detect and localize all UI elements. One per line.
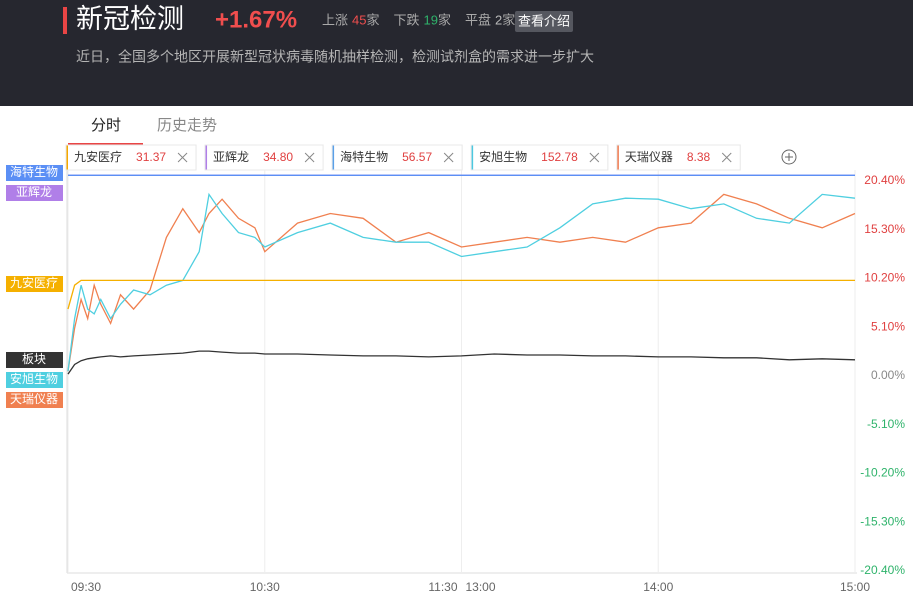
add-button[interactable] <box>781 149 797 165</box>
title: 新冠检测 <box>76 4 184 34</box>
intro-button[interactable] <box>515 11 573 32</box>
chip-close[interactable] <box>589 152 600 163</box>
y-tick-label: 10.20% <box>864 271 905 285</box>
legend-swatch <box>6 276 63 292</box>
stat-unit: 家 <box>366 12 379 27</box>
series-line <box>67 279 855 310</box>
add-icon[interactable] <box>785 153 793 161</box>
chip-name: 九安医疗 <box>74 149 122 164</box>
legend-swatch <box>6 352 63 368</box>
chip-border <box>332 145 335 170</box>
header-bg <box>0 0 913 106</box>
stat-unit: 家 <box>502 12 515 27</box>
stat-label: 下跌 <box>394 12 420 27</box>
x-tick-label: 10:30 <box>250 580 280 594</box>
y-tick-label: 15.30% <box>864 222 905 236</box>
chip-border <box>205 145 208 170</box>
chip-price: 34.80 <box>263 150 293 164</box>
x-tick-label: 13:00 <box>466 580 496 594</box>
tab[interactable]: 历史走势 <box>157 117 217 134</box>
tab-underline <box>68 143 143 145</box>
chip-border <box>66 145 68 170</box>
legend-label: 九安医疗 <box>10 275 58 290</box>
chip-price: 8.38 <box>687 150 711 164</box>
chip-price: 31.37 <box>136 150 166 164</box>
y-tick-label: 20.40% <box>864 173 905 187</box>
stat-unit: 家 <box>438 12 451 27</box>
y-tick-label: 5.10% <box>871 319 905 333</box>
stat-count: 45 <box>352 12 366 27</box>
chip-name: 海特生物 <box>340 149 388 164</box>
stat-count: 2 <box>495 12 502 27</box>
stat-count: 19 <box>424 12 438 27</box>
y-tick-label: -20.40% <box>860 563 905 577</box>
chip-name: 亚辉龙 <box>213 150 249 164</box>
title-bar <box>63 7 67 34</box>
chip-close[interactable] <box>721 152 732 163</box>
legend-swatch <box>6 392 63 408</box>
tab[interactable]: 分时 <box>91 117 121 134</box>
chip-price: 152.78 <box>541 150 578 164</box>
stat-label: 上涨 <box>322 12 348 27</box>
chip-border <box>471 145 474 170</box>
change: +1.67% <box>215 6 297 33</box>
chip-close[interactable] <box>443 152 454 163</box>
series-line <box>67 350 856 375</box>
y-tick-label: -15.30% <box>860 514 905 528</box>
chip-frame <box>65 144 197 171</box>
legend-swatch <box>6 372 63 388</box>
legend-swatch <box>6 165 63 181</box>
x-tick-label: 09:30 <box>71 580 101 594</box>
chip-name: 天瑞仪器 <box>625 150 673 164</box>
legend-label: 天瑞仪器 <box>10 392 58 406</box>
chip-close[interactable] <box>177 152 188 163</box>
y-tick-label: -5.10% <box>867 417 905 431</box>
x-tick-label: 11:30 <box>428 580 457 594</box>
chip-frame <box>204 144 324 171</box>
stat-label: 平盘 <box>465 12 491 27</box>
subtitle: 近日，全国多个地区开展新型冠状病毒随机抽样检测，检测试剂盒的需求进一步扩大 <box>76 49 594 65</box>
y-tick-label: 0.00% <box>871 368 905 382</box>
chip-border <box>616 145 619 170</box>
series-line <box>67 193 856 372</box>
y-tick-label: -10.20% <box>860 466 905 480</box>
chip-frame <box>470 144 609 171</box>
intro-button-label[interactable]: 查看介绍 <box>518 13 570 28</box>
legend-label: 安旭生物 <box>10 371 58 386</box>
x-tick-label: 15:00 <box>840 580 870 594</box>
chip-price: 56.57 <box>402 150 432 164</box>
chip-frame <box>331 144 463 171</box>
chip-name: 安旭生物 <box>479 149 527 164</box>
series-line <box>67 192 856 372</box>
chip-frame <box>616 144 741 171</box>
legend-swatch <box>6 185 63 201</box>
legend-label: 亚辉龙 <box>16 185 52 199</box>
legend-label: 海特生物 <box>10 164 58 179</box>
chip-close[interactable] <box>304 152 315 163</box>
legend-label: 板块 <box>22 352 46 366</box>
x-tick-label: 14:00 <box>643 580 673 594</box>
